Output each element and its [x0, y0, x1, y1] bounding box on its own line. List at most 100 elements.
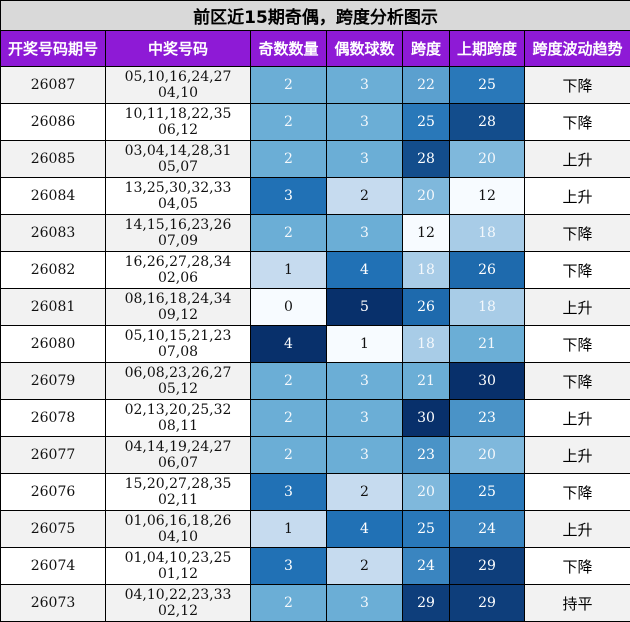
prev-span-cell: 18 — [449, 288, 525, 326]
table-row: 26078 02,13,20,25,32 08,11 2 3 30 23 上升 — [0, 399, 630, 437]
odd-count-cell: 4 — [250, 325, 327, 363]
prev-span-cell: 28 — [449, 103, 525, 141]
trend-cell: 下降 — [523, 103, 630, 141]
table-row: 26085 03,04,14,28,31 05,07 2 3 28 20 上升 — [0, 140, 630, 178]
table-row: 26073 04,10,22,23,33 02,12 2 3 29 29 持平 — [0, 584, 630, 622]
issue-cell: 26074 — [0, 547, 106, 585]
issue-cell: 26085 — [0, 140, 106, 178]
span-cell: 29 — [402, 584, 450, 622]
prev-span-cell: 25 — [449, 473, 525, 511]
header-issue: 开奖号码期号 — [0, 30, 106, 67]
table-row: 26083 14,15,16,23,26 07,09 2 3 12 18 下降 — [0, 214, 630, 252]
odd-count-cell: 2 — [250, 66, 327, 104]
trend-cell: 上升 — [523, 510, 630, 548]
numbers-cell: 04,10,22,23,33 02,12 — [105, 584, 251, 622]
page-title: 前区近15期奇偶，跨度分析图示 — [0, 0, 630, 31]
trend-cell: 下降 — [523, 473, 630, 511]
table-row: 26086 10,11,18,22,35 06,12 2 3 25 28 下降 — [0, 103, 630, 141]
span-cell: 18 — [402, 251, 450, 289]
trend-cell: 上升 — [523, 399, 630, 437]
issue-cell: 26082 — [0, 251, 106, 289]
span-cell: 20 — [402, 473, 450, 511]
numbers-cell: 15,20,27,28,35 02,11 — [105, 473, 251, 511]
odd-count-cell: 3 — [250, 473, 327, 511]
issue-cell: 26083 — [0, 214, 106, 252]
even-count-cell: 3 — [326, 214, 403, 252]
span-cell: 21 — [402, 362, 450, 400]
even-count-cell: 1 — [326, 325, 403, 363]
span-cell: 25 — [402, 103, 450, 141]
prev-span-cell: 30 — [449, 362, 525, 400]
table-body: 26087 05,10,16,24,27 04,10 2 3 22 25 下降 26086 10… — [0, 66, 630, 622]
issue-cell: 26081 — [0, 288, 106, 326]
prev-span-cell: 18 — [449, 214, 525, 252]
prev-span-cell: 29 — [449, 547, 525, 585]
numbers-cell: 05,10,16,24,27 04,10 — [105, 66, 251, 104]
span-cell: 23 — [402, 436, 450, 474]
odd-count-cell: 2 — [250, 436, 327, 474]
header-numbers: 中奖号码 — [105, 30, 251, 67]
span-cell: 22 — [402, 66, 450, 104]
issue-cell: 26079 — [0, 362, 106, 400]
even-count-cell: 3 — [326, 66, 403, 104]
header-trend: 跨度波动趋势 — [523, 30, 630, 67]
table-row: 26079 06,08,23,26,27 05,12 2 3 21 30 下降 — [0, 362, 630, 400]
even-count-cell: 2 — [326, 547, 403, 585]
issue-cell: 26080 — [0, 325, 106, 363]
trend-cell: 下降 — [523, 251, 630, 289]
header-even-count: 偶数球数 — [326, 30, 403, 67]
table-row: 26077 04,14,19,24,27 06,07 2 3 23 20 上升 — [0, 436, 630, 474]
numbers-cell: 01,06,16,18,26 04,10 — [105, 510, 251, 548]
trend-cell: 下降 — [523, 362, 630, 400]
trend-cell: 上升 — [523, 177, 630, 215]
span-cell: 24 — [402, 547, 450, 585]
trend-cell: 下降 — [523, 547, 630, 585]
issue-cell: 26084 — [0, 177, 106, 215]
even-count-cell: 3 — [326, 399, 403, 437]
even-count-cell: 4 — [326, 510, 403, 548]
span-cell: 18 — [402, 325, 450, 363]
even-count-cell: 5 — [326, 288, 403, 326]
span-cell: 28 — [402, 140, 450, 178]
odd-count-cell: 1 — [250, 251, 327, 289]
even-count-cell: 2 — [326, 177, 403, 215]
even-count-cell: 4 — [326, 251, 403, 289]
table-row: 26087 05,10,16,24,27 04,10 2 3 22 25 下降 — [0, 66, 630, 104]
table-row: 26082 16,26,27,28,34 02,06 1 4 18 26 下降 — [0, 251, 630, 289]
issue-cell: 26087 — [0, 66, 106, 104]
trend-cell: 下降 — [523, 66, 630, 104]
trend-cell: 下降 — [523, 214, 630, 252]
prev-span-cell: 25 — [449, 66, 525, 104]
span-cell: 25 — [402, 510, 450, 548]
even-count-cell: 3 — [326, 140, 403, 178]
header-span: 跨度 — [402, 30, 450, 67]
trend-cell: 上升 — [523, 140, 630, 178]
prev-span-cell: 21 — [449, 325, 525, 363]
prev-span-cell: 24 — [449, 510, 525, 548]
even-count-cell: 3 — [326, 103, 403, 141]
trend-cell: 持平 — [523, 584, 630, 622]
numbers-cell: 08,16,18,24,34 09,12 — [105, 288, 251, 326]
numbers-cell: 16,26,27,28,34 02,06 — [105, 251, 251, 289]
even-count-cell: 3 — [326, 436, 403, 474]
prev-span-cell: 26 — [449, 251, 525, 289]
issue-cell: 26077 — [0, 436, 106, 474]
prev-span-cell: 20 — [449, 436, 525, 474]
prev-span-cell: 12 — [449, 177, 525, 215]
span-cell: 26 — [402, 288, 450, 326]
table-row: 26074 01,04,10,23,25 01,12 3 2 24 29 下降 — [0, 547, 630, 585]
prev-span-cell: 20 — [449, 140, 525, 178]
header-row: 开奖号码期号 中奖号码 奇数数量 偶数球数 跨度 上期跨度 跨度波动趋势 — [0, 30, 630, 67]
odd-count-cell: 2 — [250, 584, 327, 622]
table-row: 26076 15,20,27,28,35 02,11 3 2 20 25 下降 — [0, 473, 630, 511]
prev-span-cell: 23 — [449, 399, 525, 437]
numbers-cell: 02,13,20,25,32 08,11 — [105, 399, 251, 437]
odd-count-cell: 1 — [250, 510, 327, 548]
span-cell: 20 — [402, 177, 450, 215]
even-count-cell: 3 — [326, 362, 403, 400]
issue-cell: 26076 — [0, 473, 106, 511]
odd-count-cell: 3 — [250, 547, 327, 585]
numbers-cell: 14,15,16,23,26 07,09 — [105, 214, 251, 252]
even-count-cell: 3 — [326, 584, 403, 622]
